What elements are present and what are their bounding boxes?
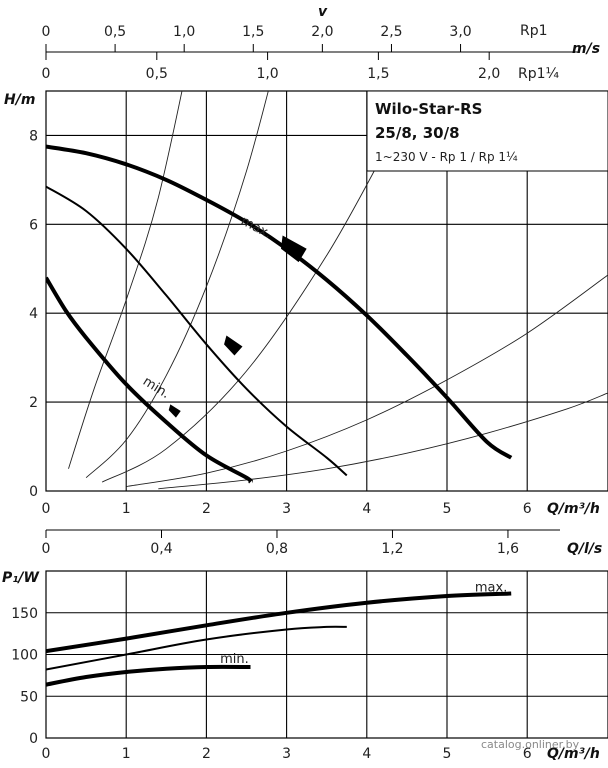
head-y-tick-label: 0 [29,484,38,500]
velocity-unit-label: m/s [572,41,600,57]
system-curve [85,91,269,479]
rp1-tick-label: 1,0 [173,24,195,40]
head-y-tick-label: 6 [29,217,38,233]
head-x-tick-label: 0 [42,501,51,517]
head-x-tick-label: 3 [282,501,291,517]
rp1-tick-label: 2,0 [311,24,333,40]
power-min-label: min. [220,652,249,667]
system-curve [101,139,392,483]
min-speed-marker [168,404,181,418]
flow-ls-tick-label: 0,8 [266,541,288,557]
head-series-curve [46,144,513,460]
power-x-tick-label: 0 [42,746,51,762]
head-y-tick-label: 8 [29,128,38,144]
power-x-tick-label: 6 [523,746,532,762]
head-y-tick-label: 2 [29,395,38,411]
system-curve [68,91,183,469]
power-x-tick-label: 4 [362,746,371,762]
head-series-curve [46,185,348,477]
flow-ls-tick-label: 0 [42,541,51,557]
system-curve [158,392,608,490]
power-series-curve [46,591,512,654]
power-x-tick-label: 3 [282,746,291,762]
power-max-label: max. [475,580,507,595]
title-line-2: 25/8, 30/8 [375,124,460,142]
title-box: Wilo-Star-RS 25/8, 30/8 1~230 V - Rp 1 /… [366,90,608,172]
watermark: catalog.onliner.by [481,738,580,751]
power-y-tick-label: 100 [11,648,38,664]
head-series-curve [46,276,254,484]
power-curves-group [46,591,512,687]
power-x-axis-label: Q/m³/h [547,746,600,762]
power-series-curve [46,664,251,687]
rp1-tick-label: 0,5 [104,24,126,40]
head-y-tick-label: 4 [29,306,38,322]
mid-speed-marker [224,335,243,356]
power-x-tick-label: 5 [443,746,452,762]
rp114-axis-label: Rp1¼ [518,66,560,82]
head-y-axis-label: H/m [4,92,35,108]
title-line-1: Wilo-Star-RS [375,100,482,118]
rp1-tick-label: 2,5 [380,24,402,40]
max-speed-marker [280,235,307,263]
head-plot-frame [45,90,608,492]
head-x-tick-label: 5 [443,501,452,517]
power-x-tick-label: 2 [202,746,211,762]
power-y-axis-label: P₁/W [2,570,40,586]
rp1-tick-label: 3,0 [449,24,471,40]
velocity-axis-label: v [318,4,328,20]
rp114-tick-label: 2,0 [478,66,500,82]
rp114-tick-label: 1,5 [367,66,389,82]
flow-ls-tick-label: 1,2 [381,541,403,557]
title-line-3: 1~230 V - Rp 1 / Rp 1¼ [375,150,518,164]
head-max-label: max. [238,214,274,242]
head-x-tick-label: 6 [523,501,532,517]
title-box-frame [366,90,608,172]
power-series-curve [46,625,347,671]
head-min-label: min. [140,374,172,402]
rp114-tick-label: 1,0 [256,66,278,82]
head-x-tick-label: 2 [202,501,211,517]
power-y-tick-label: 50 [20,689,38,705]
rp1-tick-label: 1,5 [242,24,264,40]
power-x-tick-label: 1 [122,746,131,762]
head-x-axis-label: Q/m³/h [547,501,600,517]
rp1-tick-label: 0 [42,24,51,40]
flow-ls-tick-label: 1,6 [497,541,519,557]
power-y-tick-label: 0 [29,731,38,747]
flow-ls-tick-label: 0,4 [150,541,172,557]
rp114-tick-label: 0 [42,66,51,82]
flow-ls-axis-label: Q/l/s [567,541,602,557]
head-x-tick-label: 1 [122,501,131,517]
head-x-tick-label: 4 [362,501,371,517]
power-y-tick-label: 150 [11,606,38,622]
rp1-axis-label: Rp1 [520,23,548,39]
system-curve [126,275,608,488]
rp114-tick-label: 0,5 [146,66,168,82]
